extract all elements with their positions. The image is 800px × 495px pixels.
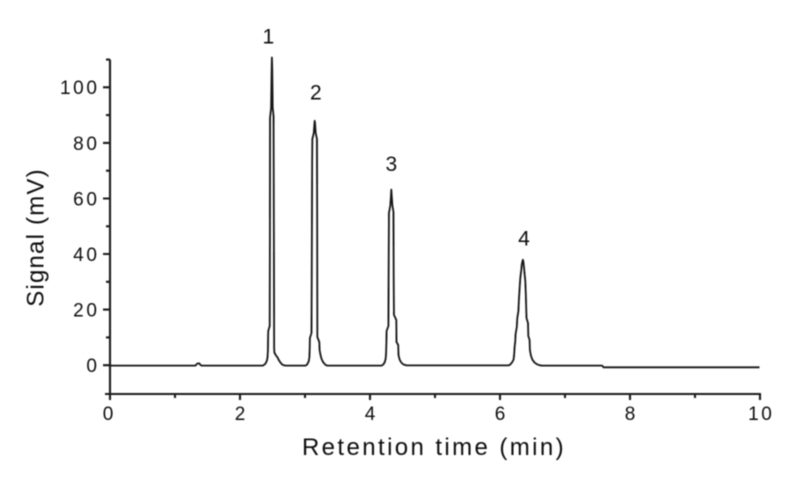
svg-text:60: 60 — [73, 189, 99, 210]
svg-text:8: 8 — [625, 404, 638, 425]
svg-text:1: 1 — [262, 26, 274, 49]
svg-text:2: 2 — [310, 82, 322, 105]
svg-text:6: 6 — [495, 404, 508, 425]
svg-text:40: 40 — [73, 245, 99, 266]
svg-text:100: 100 — [60, 78, 100, 99]
svg-text:4: 4 — [518, 228, 530, 251]
svg-text:10: 10 — [748, 404, 774, 425]
svg-text:20: 20 — [73, 300, 99, 321]
svg-text:0: 0 — [86, 356, 99, 377]
svg-text:2: 2 — [235, 404, 248, 425]
svg-text:80: 80 — [73, 134, 99, 155]
svg-text:4: 4 — [365, 404, 378, 425]
svg-text:3: 3 — [385, 153, 397, 176]
svg-text:Retention time (min): Retention time (min) — [302, 434, 566, 461]
svg-text:0: 0 — [103, 404, 116, 425]
svg-text:Signal (mV): Signal (mV) — [23, 168, 50, 307]
